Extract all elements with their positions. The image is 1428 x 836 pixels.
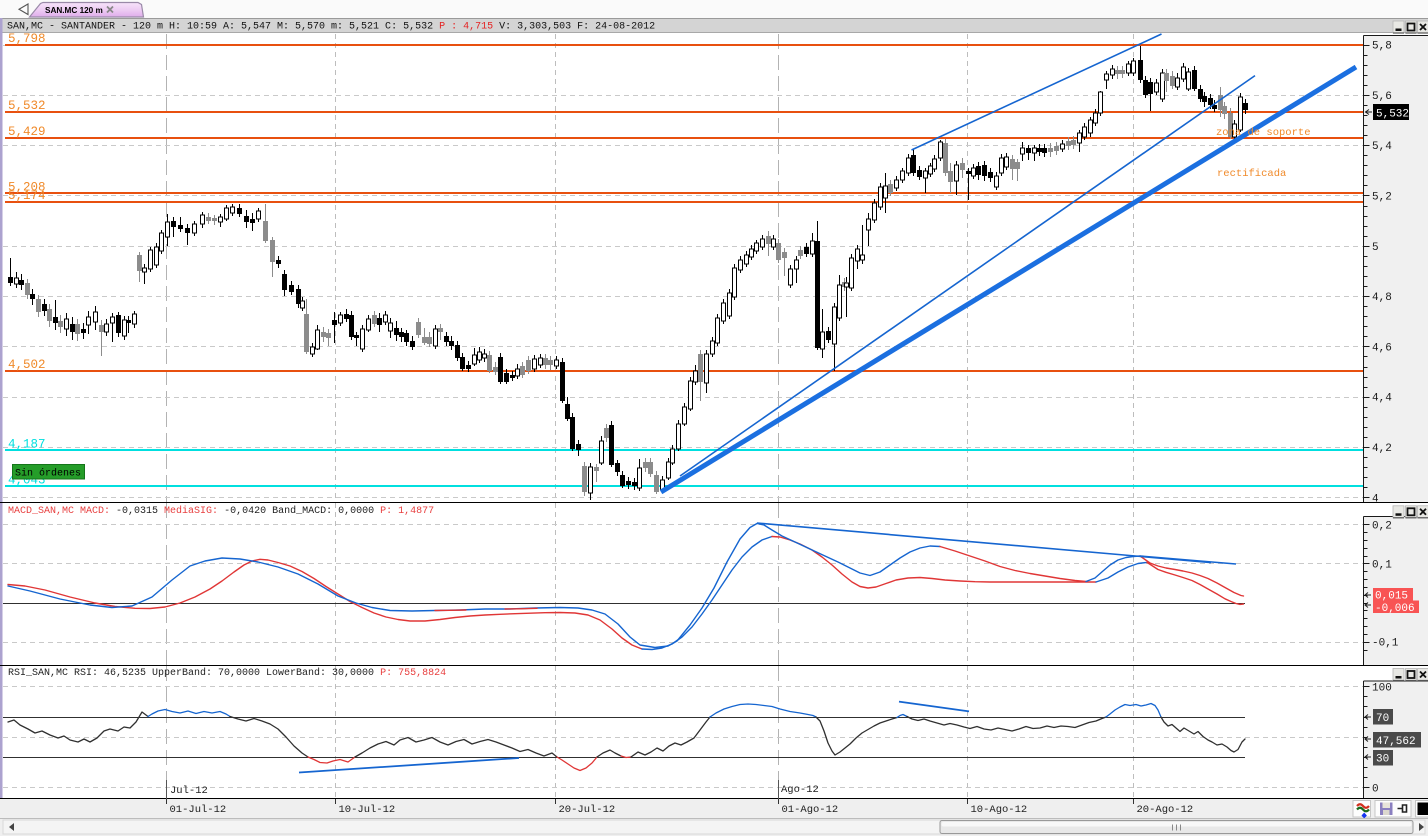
svg-text:5,6: 5,6 bbox=[1372, 91, 1392, 103]
svg-text:MACD_SAN,MC MACD: -0,0315 Medi: MACD_SAN,MC MACD: -0,0315 MediaSIG: -0,0… bbox=[8, 505, 434, 517]
svg-text:20-Ago-12: 20-Ago-12 bbox=[1137, 804, 1194, 816]
svg-text:4,8: 4,8 bbox=[1372, 292, 1392, 304]
svg-text:5,8: 5,8 bbox=[1372, 41, 1392, 53]
svg-text:5,4: 5,4 bbox=[1372, 141, 1392, 153]
svg-text:5,532: 5,532 bbox=[8, 99, 46, 113]
svg-text:4,4: 4,4 bbox=[1372, 393, 1392, 405]
svg-text:30: 30 bbox=[1376, 754, 1389, 766]
svg-text:70: 70 bbox=[1376, 713, 1389, 725]
svg-text:100: 100 bbox=[1372, 682, 1392, 694]
svg-text:-0,006: -0,006 bbox=[1375, 603, 1415, 615]
svg-text:4: 4 bbox=[1372, 493, 1379, 505]
svg-text:0,015: 0,015 bbox=[1375, 591, 1408, 603]
svg-text:RSI_SAN,MC RSI: 46,5235 UpperB: RSI_SAN,MC RSI: 46,5235 UpperBand: 70,00… bbox=[8, 667, 446, 679]
svg-text:4,2: 4,2 bbox=[1372, 443, 1392, 455]
svg-text:zona de soporte: zona de soporte bbox=[1216, 127, 1311, 139]
svg-text:5,798: 5,798 bbox=[8, 32, 46, 46]
svg-text:20-Jul-12: 20-Jul-12 bbox=[559, 804, 616, 816]
svg-text:rectificada: rectificada bbox=[1217, 168, 1286, 180]
svg-text:47,562: 47,562 bbox=[1376, 736, 1416, 748]
svg-text:01-Jul-12: 01-Jul-12 bbox=[170, 804, 227, 816]
svg-text:0: 0 bbox=[1372, 783, 1379, 795]
svg-text:SAN.MC 120 m: SAN.MC 120 m bbox=[45, 6, 103, 15]
svg-text:5,208: 5,208 bbox=[8, 180, 46, 194]
svg-text:4,502: 4,502 bbox=[8, 358, 46, 372]
svg-text:4,6: 4,6 bbox=[1372, 342, 1392, 354]
svg-text:10-Jul-12: 10-Jul-12 bbox=[339, 804, 396, 816]
svg-text:Sin órdenes: Sin órdenes bbox=[15, 468, 81, 480]
svg-text:Jul-12: Jul-12 bbox=[170, 785, 208, 797]
svg-text:5,174: 5,174 bbox=[8, 189, 46, 203]
svg-text:-0,1: -0,1 bbox=[1372, 638, 1399, 650]
svg-text:5: 5 bbox=[1372, 242, 1379, 254]
svg-text:4,187: 4,187 bbox=[8, 437, 46, 451]
svg-text:SAN,MC - SANTANDER - 120 m H:: SAN,MC - SANTANDER - 120 m H: 10:59 A: 5… bbox=[7, 22, 655, 33]
svg-text:5,532: 5,532 bbox=[1376, 109, 1409, 121]
svg-text:5,2: 5,2 bbox=[1372, 191, 1392, 203]
svg-text:0,2: 0,2 bbox=[1372, 520, 1392, 532]
svg-text:01-Ago-12: 01-Ago-12 bbox=[782, 804, 839, 816]
svg-text:0,1: 0,1 bbox=[1372, 559, 1392, 571]
svg-text:5,429: 5,429 bbox=[8, 125, 46, 139]
svg-text:10-Ago-12: 10-Ago-12 bbox=[971, 804, 1028, 816]
svg-text:Ago-12: Ago-12 bbox=[781, 784, 819, 796]
